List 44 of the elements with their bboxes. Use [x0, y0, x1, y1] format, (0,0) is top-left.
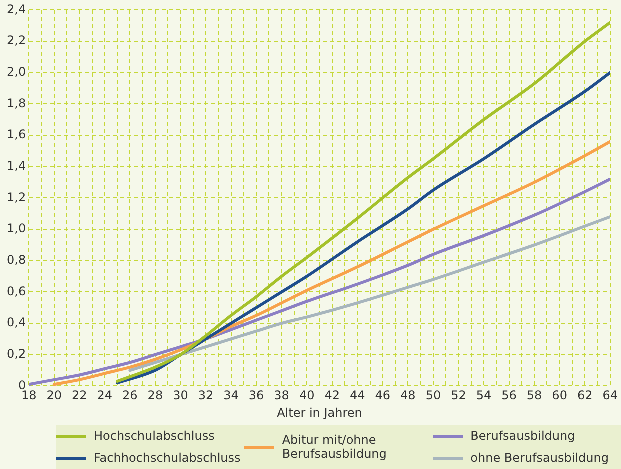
x-tick-label: 52	[451, 388, 466, 403]
y-tick-label: 1,2	[6, 190, 26, 204]
x-tick-label: 44	[350, 388, 366, 403]
x-tick-label: 56	[502, 388, 517, 403]
x-tick-label: 58	[526, 388, 542, 403]
y-tick-label: 1,8	[6, 96, 26, 110]
x-tick-label: 24	[97, 388, 113, 403]
x-tick-label: 36	[248, 388, 264, 403]
x-tick-label: 26	[122, 388, 138, 403]
y-tick-label: 0,8	[6, 252, 26, 267]
y-tick-label: 1,4	[6, 158, 26, 173]
legend-label: Berufsausbildung	[470, 429, 576, 443]
x-tick-label: 32	[198, 388, 214, 403]
x-tick-label: 64	[602, 388, 618, 403]
y-tick-label: 2,0	[6, 64, 26, 79]
legend-label: Fachhochschulabschluss	[94, 451, 241, 465]
x-tick-label: 20	[46, 388, 62, 403]
y-tick-label: 0,6	[6, 284, 26, 298]
y-tick-label: 0,2	[6, 346, 26, 361]
y-tick-label: 2,2	[6, 34, 26, 48]
line-series	[128, 216, 610, 372]
y-tick-label: 0,4	[6, 316, 26, 330]
x-tick-label: 62	[577, 388, 593, 403]
x-tick-label: 54	[476, 388, 492, 403]
x-tick-label: 46	[375, 388, 391, 403]
x-tick-label: 28	[148, 388, 164, 403]
x-tick-label: 40	[299, 388, 315, 403]
legend-label: Abitur mit/ohne Berufsausbildung	[282, 433, 388, 461]
x-tick-label: 30	[173, 388, 188, 403]
legend-label: ohne Berufsausbildung	[470, 451, 609, 465]
x-axis-title: Alter in Jahren	[277, 406, 362, 420]
y-tick-label: 1,0	[6, 222, 26, 236]
line-series	[52, 140, 610, 386]
x-tick-label: 18	[21, 388, 37, 403]
x-tick-label: 60	[552, 388, 568, 403]
x-tick-label: 48	[400, 388, 416, 403]
legend-label: Hochschulabschluss	[94, 429, 215, 443]
x-tick-label: 42	[324, 388, 340, 403]
y-tick-label: 2,4	[6, 2, 26, 16]
x-tick-label: 38	[274, 388, 290, 403]
x-tick-label: 34	[224, 388, 239, 403]
x-tick-label: 50	[426, 388, 442, 403]
y-tick-label: 1,6	[6, 128, 26, 142]
x-tick-label: 22	[72, 388, 88, 403]
